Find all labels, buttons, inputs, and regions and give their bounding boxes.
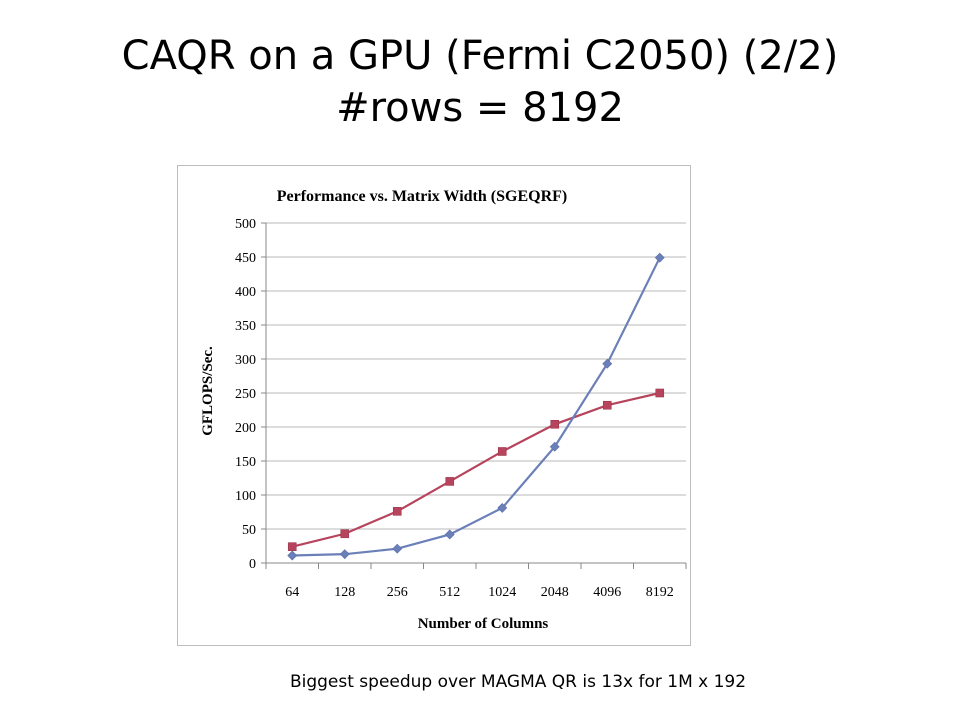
data-point: [445, 477, 455, 486]
data-point: [497, 502, 508, 513]
y-axis-label: GFLOPS/Sec.: [200, 346, 216, 436]
data-point: [549, 441, 560, 452]
x-tick-label: 128: [334, 585, 355, 600]
series-line: [292, 257, 661, 557]
data-point: [550, 419, 560, 429]
slide-title-line2: #rows = 8192: [336, 85, 624, 131]
series-line: [291, 391, 660, 548]
x-tick-label: 512: [439, 585, 460, 600]
y-tick-label: 450: [235, 251, 256, 266]
data-point: [654, 252, 665, 263]
data-point: [602, 358, 613, 369]
y-tick-label: 350: [235, 319, 256, 334]
x-axis-label: Number of Columns: [418, 616, 549, 632]
data-point: [340, 529, 350, 539]
data-point: [339, 549, 350, 560]
chart-title: Performance vs. Matrix Width (SGEQRF): [277, 188, 567, 205]
line-chart: Performance vs. Matrix Width (SGEQRF) 0 5…: [200, 188, 687, 632]
y-tick-label: 500: [235, 217, 256, 232]
slide-caption: Biggest speedup over MAGMA QR is 13x for…: [289, 672, 747, 692]
data-point: [602, 400, 612, 410]
x-tick-label: 8192: [646, 585, 674, 600]
y-tick-label: 250: [235, 387, 256, 402]
x-tick-label: 256: [387, 585, 408, 600]
y-tick-label: 300: [235, 353, 256, 368]
data-point: [392, 543, 403, 554]
y-tick-label: 50: [242, 523, 256, 538]
data-point: [655, 388, 665, 398]
y-tick-label: 400: [235, 285, 256, 300]
y-tick-label: 200: [235, 421, 256, 436]
chart-frame: Performance vs. Matrix Width (SGEQRF) 0 5…: [177, 165, 691, 646]
slide-title-line1: CAQR on a GPU (Fermi C2050) (2/2): [121, 33, 839, 79]
data-point: [497, 447, 507, 456]
slide-title: CAQR on a GPU (Fermi C2050) (2/2) #rows …: [0, 30, 960, 134]
data-point: [444, 529, 455, 540]
x-tick-label: 1024: [488, 585, 516, 600]
x-tick-label: 4096: [593, 585, 621, 600]
x-tick-label: 2048: [541, 585, 569, 600]
y-tick-label: 0: [249, 557, 256, 572]
y-tick-label: 100: [235, 489, 256, 504]
data-point: [392, 507, 402, 516]
data-point: [287, 550, 298, 561]
y-tick-label: 150: [235, 455, 256, 470]
data-point: [287, 542, 297, 551]
x-tick-label: 64: [285, 585, 299, 600]
